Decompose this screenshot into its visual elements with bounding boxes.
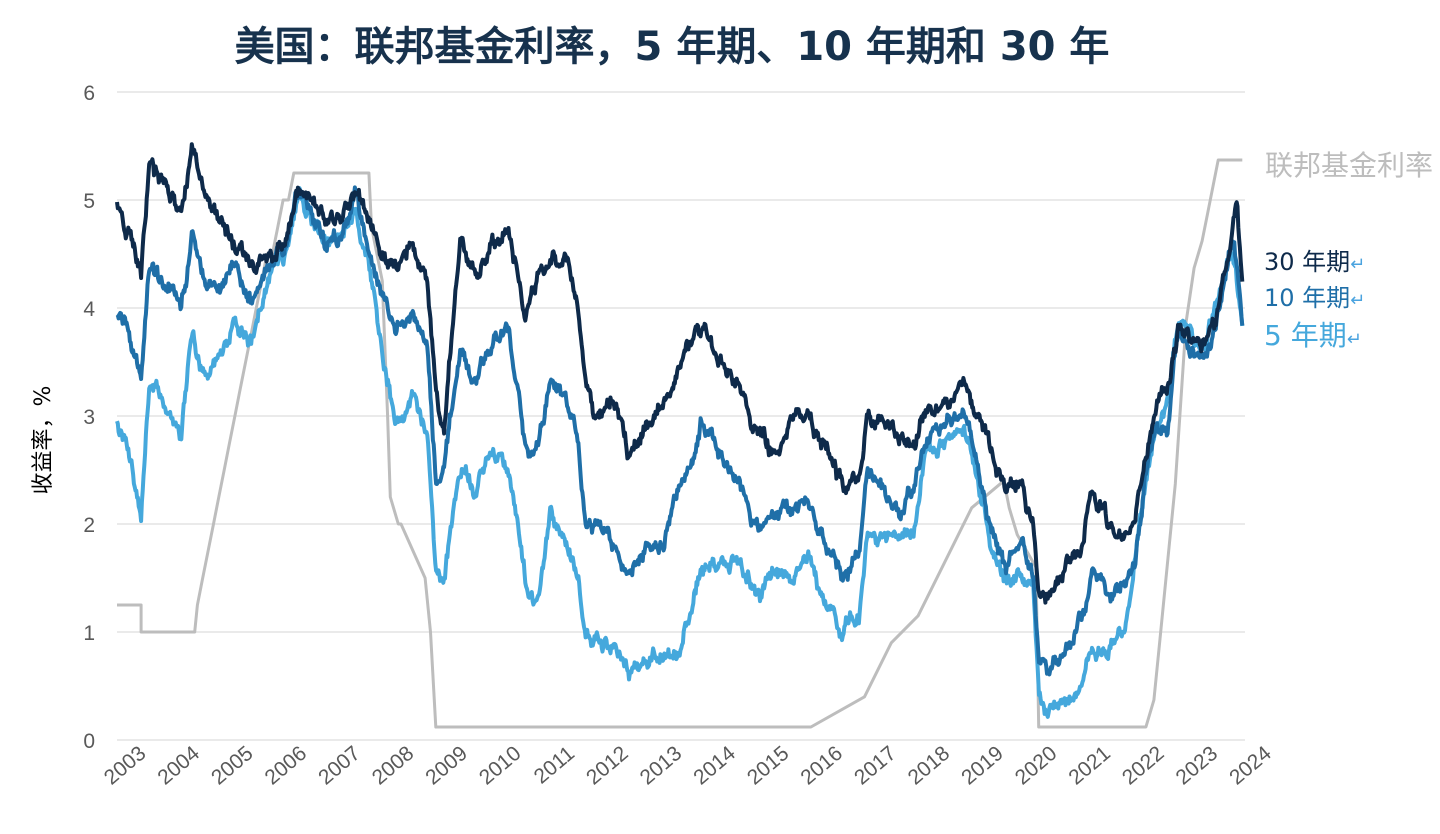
x-tick-label: 2023	[1172, 742, 1223, 790]
x-tick-label: 2003	[100, 742, 151, 790]
x-tick-label: 2019	[957, 742, 1008, 790]
x-tick-label: 2022	[1118, 742, 1169, 790]
x-tick-label: 2014	[689, 742, 740, 790]
x-tick-label: 2018	[904, 742, 955, 790]
y-tick-label: 6	[83, 82, 95, 105]
30-year-label-text: 30 年期	[1264, 248, 1350, 276]
y-tick-label: 3	[83, 406, 95, 429]
y-tick-label: 4	[83, 298, 95, 321]
fed-funds-label: 联邦基金利率	[1265, 149, 1433, 182]
x-tick-label: 2004	[153, 742, 204, 790]
x-tick-label: 2006	[261, 742, 312, 790]
5-year-yield-line	[115, 186, 1245, 719]
return-mark-icon: ↵	[1347, 329, 1362, 350]
y-tick-label: 5	[83, 190, 95, 213]
x-tick-label: 2007	[314, 742, 365, 790]
fed-funds-rate-line	[117, 158, 1243, 729]
x-tick-label: 2016	[796, 742, 847, 790]
return-mark-icon: ↵	[1350, 254, 1365, 275]
x-tick-label: 2009	[421, 742, 472, 790]
x-tick-label: 2012	[582, 742, 633, 790]
x-tick-label: 2013	[636, 742, 687, 790]
10-year-label-text: 10 年期	[1264, 284, 1350, 312]
x-tick-label: 2015	[743, 742, 794, 790]
y-axis-label: 收益率，%	[31, 386, 56, 495]
y-tick-label: 1	[83, 622, 95, 645]
30-year-yield-line	[115, 142, 1245, 605]
x-tick-label: 2010	[475, 742, 526, 790]
fed-funds-label-text: 联邦基金利率	[1265, 149, 1433, 182]
x-axis-ticks: 2003 2004 2005 2006 2007 2008 2009 2010 2011 2012…	[100, 742, 1276, 790]
30-year-label: 30 年期↵	[1264, 248, 1365, 276]
y-axis-ticks: 0 1 2 3 4 5 6	[83, 82, 95, 753]
x-tick-label: 2021	[1064, 742, 1115, 790]
chart-title: 美国：联邦基金利率，5 年期、10 年期和 30 年	[235, 24, 1110, 70]
5-year-label: 5 年期↵	[1264, 319, 1362, 352]
return-mark-icon: ↵	[1350, 290, 1365, 311]
series-lines	[115, 142, 1245, 729]
y-tick-label: 0	[83, 730, 95, 753]
y-tick-label: 2	[83, 514, 95, 537]
10-year-label: 10 年期↵	[1264, 284, 1365, 312]
x-tick-label: 2024	[1225, 742, 1276, 790]
x-tick-label: 2020	[1011, 742, 1062, 790]
x-tick-label: 2005	[207, 742, 258, 790]
x-tick-label: 2011	[530, 742, 579, 789]
x-tick-label: 2017	[850, 742, 901, 790]
5-year-label-text: 5 年期	[1264, 319, 1347, 352]
x-tick-label: 2008	[368, 742, 419, 790]
